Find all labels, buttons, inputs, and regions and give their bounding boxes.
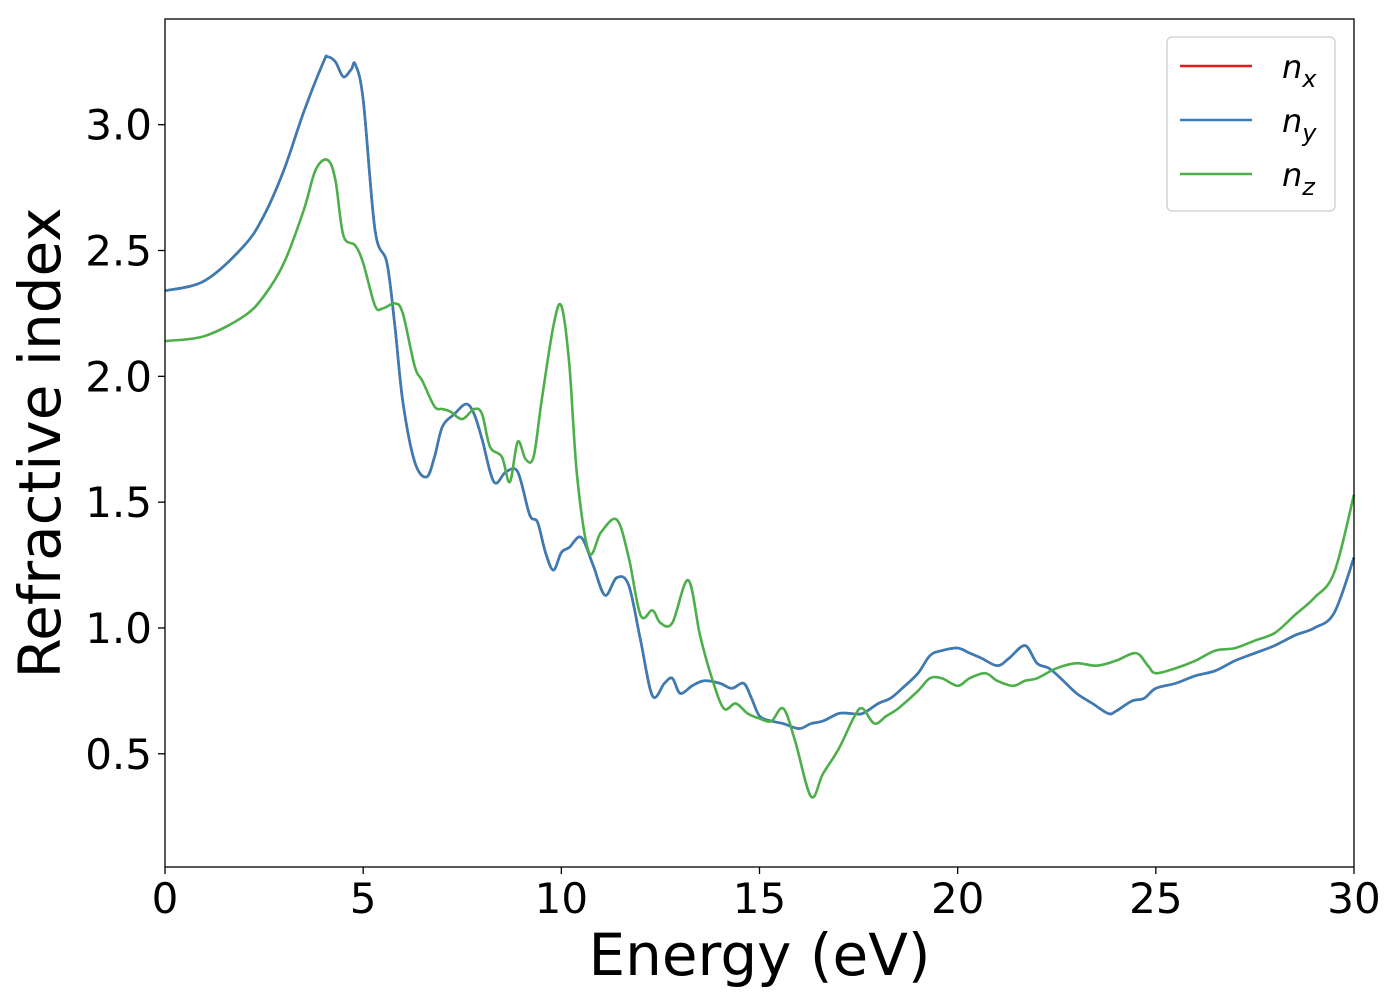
legend-box [1166, 36, 1336, 212]
y-axis-label: Refractive index [6, 207, 74, 678]
y-tick-label: 1.0 [85, 604, 152, 653]
legend: nx ny nz [1166, 36, 1336, 212]
x-tick-label: 15 [733, 874, 786, 923]
x-tick-label: 20 [931, 874, 984, 923]
y-tick-label: 2.0 [85, 352, 152, 401]
y-tick-label: 0.5 [85, 730, 152, 779]
x-tick-label: 0 [152, 874, 179, 923]
y-tick-label: 3.0 [85, 101, 152, 150]
x-tick-label: 30 [1327, 874, 1380, 923]
x-axis-ticks: 0 5 10 15 20 25 30 [152, 867, 1381, 923]
y-tick-label: 2.5 [85, 227, 152, 276]
x-tick-label: 5 [350, 874, 377, 923]
x-tick-label: 10 [535, 874, 588, 923]
series-line-nz [164, 158, 1356, 799]
x-axis-label: Energy (eV) [588, 921, 930, 989]
series-line-ny [164, 54, 1356, 730]
y-axis-ticks: 0.5 1.0 1.5 2.0 2.5 3.0 [85, 101, 165, 779]
y-tick-label: 1.5 [85, 478, 152, 527]
legend-label-nx: nx [1282, 48, 1317, 93]
plot-lines [164, 54, 1356, 799]
x-tick-label: 25 [1129, 874, 1182, 923]
legend-label-ny: ny [1282, 102, 1317, 147]
legend-label-nz: nz [1282, 156, 1316, 201]
